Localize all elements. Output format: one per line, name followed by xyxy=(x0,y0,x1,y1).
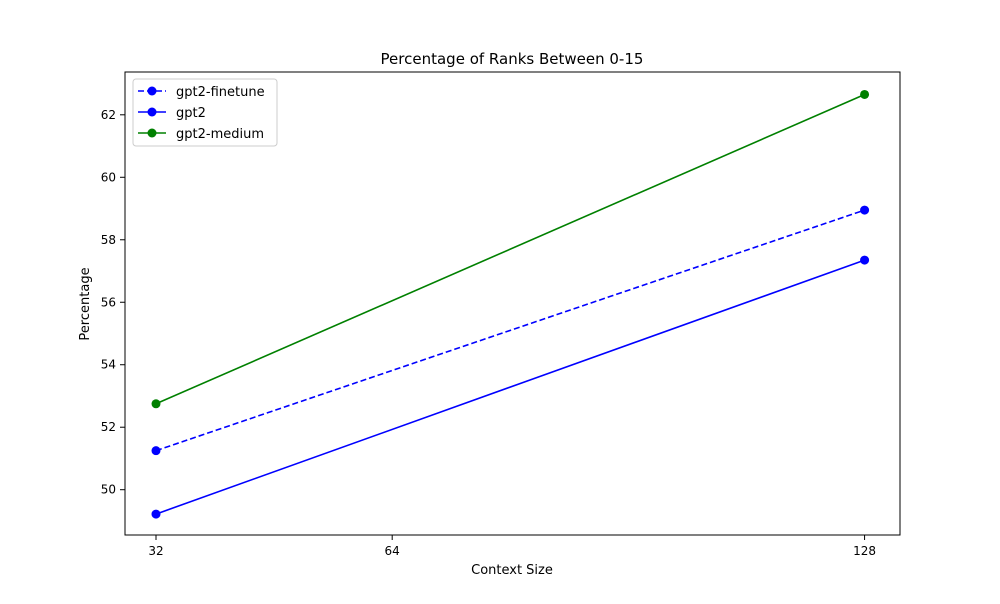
x-axis-label: Context Size xyxy=(471,563,553,578)
data-point-gpt2-finetune xyxy=(860,205,870,215)
x-tick-label: 64 xyxy=(385,544,400,558)
series-line-gpt2-medium xyxy=(155,93,865,405)
data-point-gpt2 xyxy=(860,255,870,265)
y-axis-ticks: 50 52 54 56 58 60 62 xyxy=(101,108,125,497)
x-axis-ticks: 32 64 128 xyxy=(148,535,876,558)
series-line-gpt2 xyxy=(155,259,865,515)
legend: gpt2-finetune gpt2 gpt2-medium xyxy=(132,78,278,147)
y-tick-label: 52 xyxy=(101,420,116,434)
data-point-gpt2-finetune xyxy=(151,446,161,456)
series-layer xyxy=(151,89,870,519)
y-tick-label: 58 xyxy=(101,233,116,247)
chart-title: Percentage of Ranks Between 0-15 xyxy=(381,50,644,68)
legend-marker-gpt2 xyxy=(147,107,157,117)
legend-label: gpt2 xyxy=(176,106,206,121)
legend-marker-gpt2-medium xyxy=(147,128,157,138)
data-point-gpt2 xyxy=(151,509,161,519)
plot-frame xyxy=(124,71,901,536)
series-line-gpt2-finetune xyxy=(155,209,865,452)
y-tick-label: 62 xyxy=(101,108,116,122)
y-tick-label: 54 xyxy=(101,358,116,372)
y-tick-label: 56 xyxy=(101,295,116,309)
y-axis-label: Percentage xyxy=(78,267,93,340)
data-point-gpt2-medium xyxy=(151,399,161,409)
legend-label: gpt2-finetune xyxy=(176,85,265,100)
y-tick-label: 50 xyxy=(101,483,116,497)
legend-box xyxy=(132,78,278,147)
x-tick-label: 128 xyxy=(853,544,876,558)
data-point-gpt2-medium xyxy=(860,89,870,99)
legend-label: gpt2-medium xyxy=(176,127,264,142)
x-tick-label: 32 xyxy=(148,544,163,558)
y-tick-label: 60 xyxy=(101,170,116,184)
legend-marker-gpt2-finetune xyxy=(147,86,157,96)
